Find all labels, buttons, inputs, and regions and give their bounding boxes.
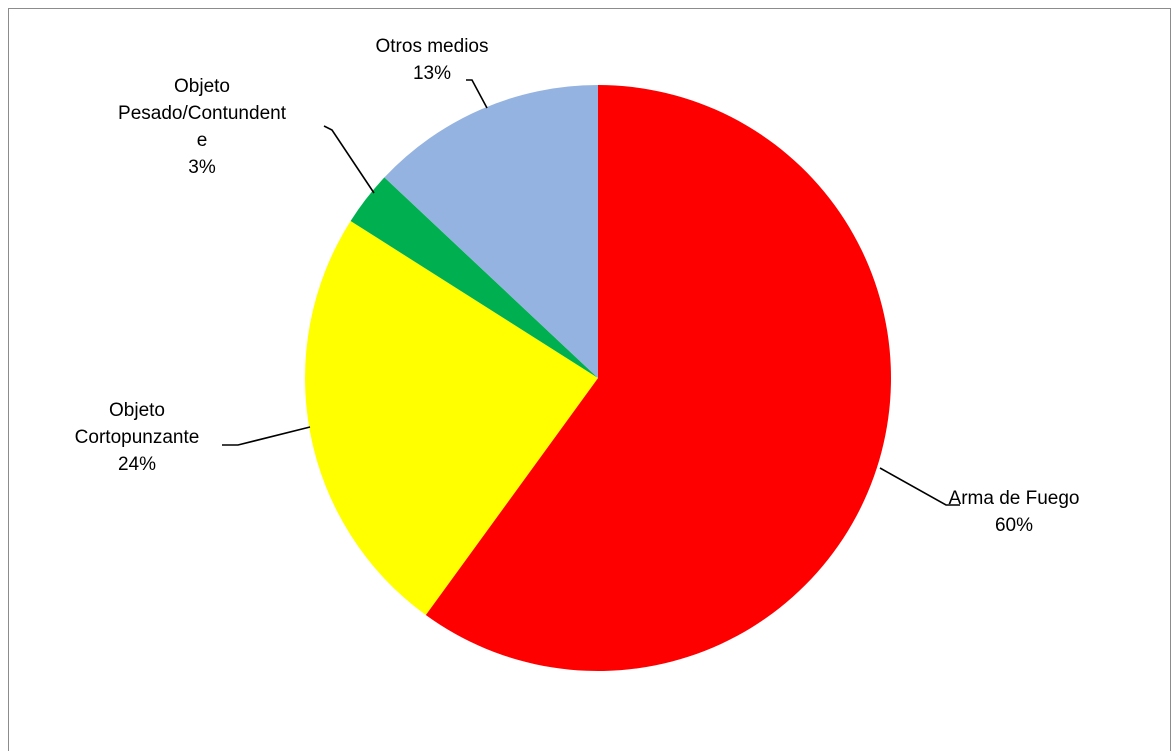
slice-label-objeto-pesado-contundente: Pesado/Contundent <box>118 103 287 124</box>
pie-slice-objeto-pesado-contundente <box>350 177 598 378</box>
leader-lines <box>222 79 960 506</box>
slice-label-objeto-cortopunzante: Objeto <box>109 400 165 421</box>
slice-label-arma-de-fuego: Arma de Fuego <box>949 488 1080 509</box>
slice-label-otros-medios: Otros medios <box>376 36 489 57</box>
pie-slice-otros-medios <box>384 85 598 378</box>
pie-slice-objeto-cortopunzante <box>304 221 598 616</box>
leader-line-objeto-pesado-contundente <box>323 125 375 194</box>
slice-label-objeto-pesado-contundente: e <box>197 130 208 151</box>
pie-slice-arma-de-fuego <box>425 85 891 671</box>
pct-label-objeto-cortopunzante: 24% <box>118 454 156 475</box>
leader-line-otros-medios <box>466 79 488 109</box>
slice-label-objeto-pesado-contundente: Objeto <box>174 76 230 97</box>
slice-label-objeto-cortopunzante: Cortopunzante <box>75 427 200 448</box>
leader-line-arma-de-fuego <box>879 467 960 506</box>
leader-line-objeto-cortopunzante <box>222 426 311 446</box>
pct-label-objeto-pesado-contundente: 3% <box>188 157 216 178</box>
pie-slices <box>304 85 891 671</box>
pct-label-arma-de-fuego: 60% <box>995 515 1033 536</box>
pct-label-otros-medios: 13% <box>413 63 451 84</box>
data-labels: Arma de Fuego 60% Objeto Cortopunzante 24% Ob… <box>75 36 1080 536</box>
